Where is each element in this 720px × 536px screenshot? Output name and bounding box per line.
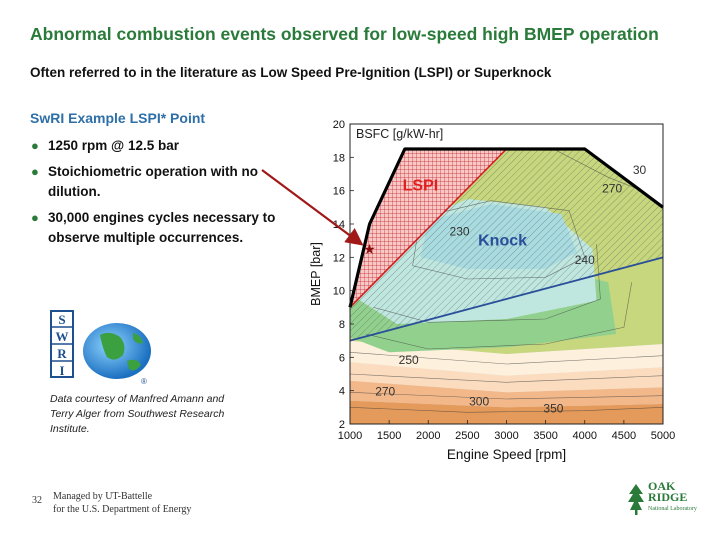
y-tick-label: 18 <box>333 152 345 164</box>
page-number: 32 <box>32 495 42 506</box>
bullet-icon: ● <box>31 138 39 153</box>
ornl-ridge: RIDGE <box>648 490 688 504</box>
bsfc-contour-chart: 1000 1500 2000 2500 3000 3500 4000 4500 5000 2 4 6 8… <box>309 119 675 462</box>
section-heading: SwRI Example LSPI* Point <box>30 110 206 126</box>
contour-label: 350 <box>543 401 563 415</box>
bullet-icon: ● <box>31 164 39 179</box>
ornl-national-lab: National Laboratory <box>648 506 697 512</box>
bullet-item: ● 1250 rpm @ 12.5 bar <box>30 136 280 156</box>
region-label-knock: Knock <box>478 233 527 250</box>
x-tick-label: 2000 <box>416 430 440 442</box>
y-tick-label: 2 <box>339 419 345 431</box>
efficiency-band-0 <box>350 400 663 424</box>
swri-letter-w: W <box>56 329 69 344</box>
swri-letter-i: I <box>59 363 64 378</box>
contour-label: 270 <box>375 385 395 399</box>
swri-registered: ® <box>141 377 147 385</box>
y-tick-label: 12 <box>333 252 345 264</box>
x-tick-label: 4000 <box>573 430 597 442</box>
bullet-item: ● 30,000 engines cycles necessary to obse… <box>30 208 280 248</box>
ornl-oak: OAK <box>648 479 676 493</box>
contour-label: 300 <box>469 395 489 409</box>
footer-line-1: Managed by UT-Battelle <box>53 491 153 502</box>
bsfc-contour-line-1 <box>350 392 663 400</box>
efficiency-band-2 <box>350 362 663 393</box>
x-tick-label: 3000 <box>494 430 518 442</box>
chart-title: BSFC [g/kW-hr] <box>356 127 443 141</box>
bullet-icon: ● <box>31 210 39 225</box>
knock-region <box>350 149 663 341</box>
x-tick-label: 5000 <box>651 430 675 442</box>
y-tick-label: 20 <box>333 119 345 131</box>
x-axis-label: Engine Speed [rpm] <box>447 447 566 462</box>
x-tick-label: 1000 <box>338 430 362 442</box>
bullet-list: ● 1250 rpm @ 12.5 bar ● Stoichiometric ope… <box>30 136 280 254</box>
bullet-text: 1250 rpm @ 12.5 bar <box>48 138 179 153</box>
swri-logo-icon: S W R I ® <box>50 310 151 385</box>
bullet-item: ● Stoichiometric operation with no diluti… <box>30 162 280 202</box>
efficiency-band-1 <box>350 380 663 408</box>
bullet-text: 30,000 engines cycles necessary to obser… <box>48 210 276 245</box>
swri-letter-s: S <box>58 312 65 327</box>
y-tick-label: 4 <box>339 386 345 398</box>
contour-label: 250 <box>399 353 419 367</box>
x-tick-label: 3500 <box>533 430 557 442</box>
footer-text: Managed by UT-Battelle for the U.S. Depa… <box>53 490 191 516</box>
footer-line-2: for the U.S. Department of Energy <box>53 504 192 515</box>
y-tick-label: 10 <box>333 286 345 298</box>
y-tick-label: 14 <box>333 219 345 231</box>
x-tick-label: 4500 <box>612 430 636 442</box>
contour-label: 230 <box>450 225 470 239</box>
lspi-boundary-line <box>349 148 508 308</box>
bsfc-contour-line-2 <box>350 373 663 383</box>
bsfc-contour-line-0 <box>350 407 663 413</box>
bsfc-contour-line-3 <box>350 352 663 365</box>
data-courtesy-note: Data courtesy of Manfred Amann and Terry… <box>50 393 225 435</box>
x-tick-label: 1500 <box>377 430 401 442</box>
knock-boundary-line <box>349 256 664 342</box>
lspi-point-star-icon: ★ <box>363 242 376 258</box>
y-tick-label: 8 <box>339 319 345 331</box>
ornl-tree-icon <box>628 484 644 515</box>
contour-label: 240 <box>575 253 595 267</box>
contour-label: 30 <box>633 163 647 177</box>
x-tick-label: 2500 <box>455 430 479 442</box>
swri-letter-r: R <box>57 346 67 361</box>
y-tick-label: 16 <box>333 186 345 198</box>
ornl-logo-text: OAK RIDGE National Laboratory <box>648 479 697 515</box>
bullet-text: Stoichiometric operation with no dilutio… <box>48 164 259 199</box>
max-torque-curve <box>348 147 664 308</box>
y-axis-label: BMEP [bar] <box>309 242 323 306</box>
region-label-lspi: LSPI <box>403 178 439 195</box>
slide-subtitle: Often referred to in the literature as L… <box>30 65 552 80</box>
slide-title: Abnormal combustion events observed for … <box>30 24 659 44</box>
bsfc-contour-line-4 <box>365 282 632 350</box>
contour-label: 270 <box>602 181 622 195</box>
y-tick-label: 6 <box>339 352 345 364</box>
